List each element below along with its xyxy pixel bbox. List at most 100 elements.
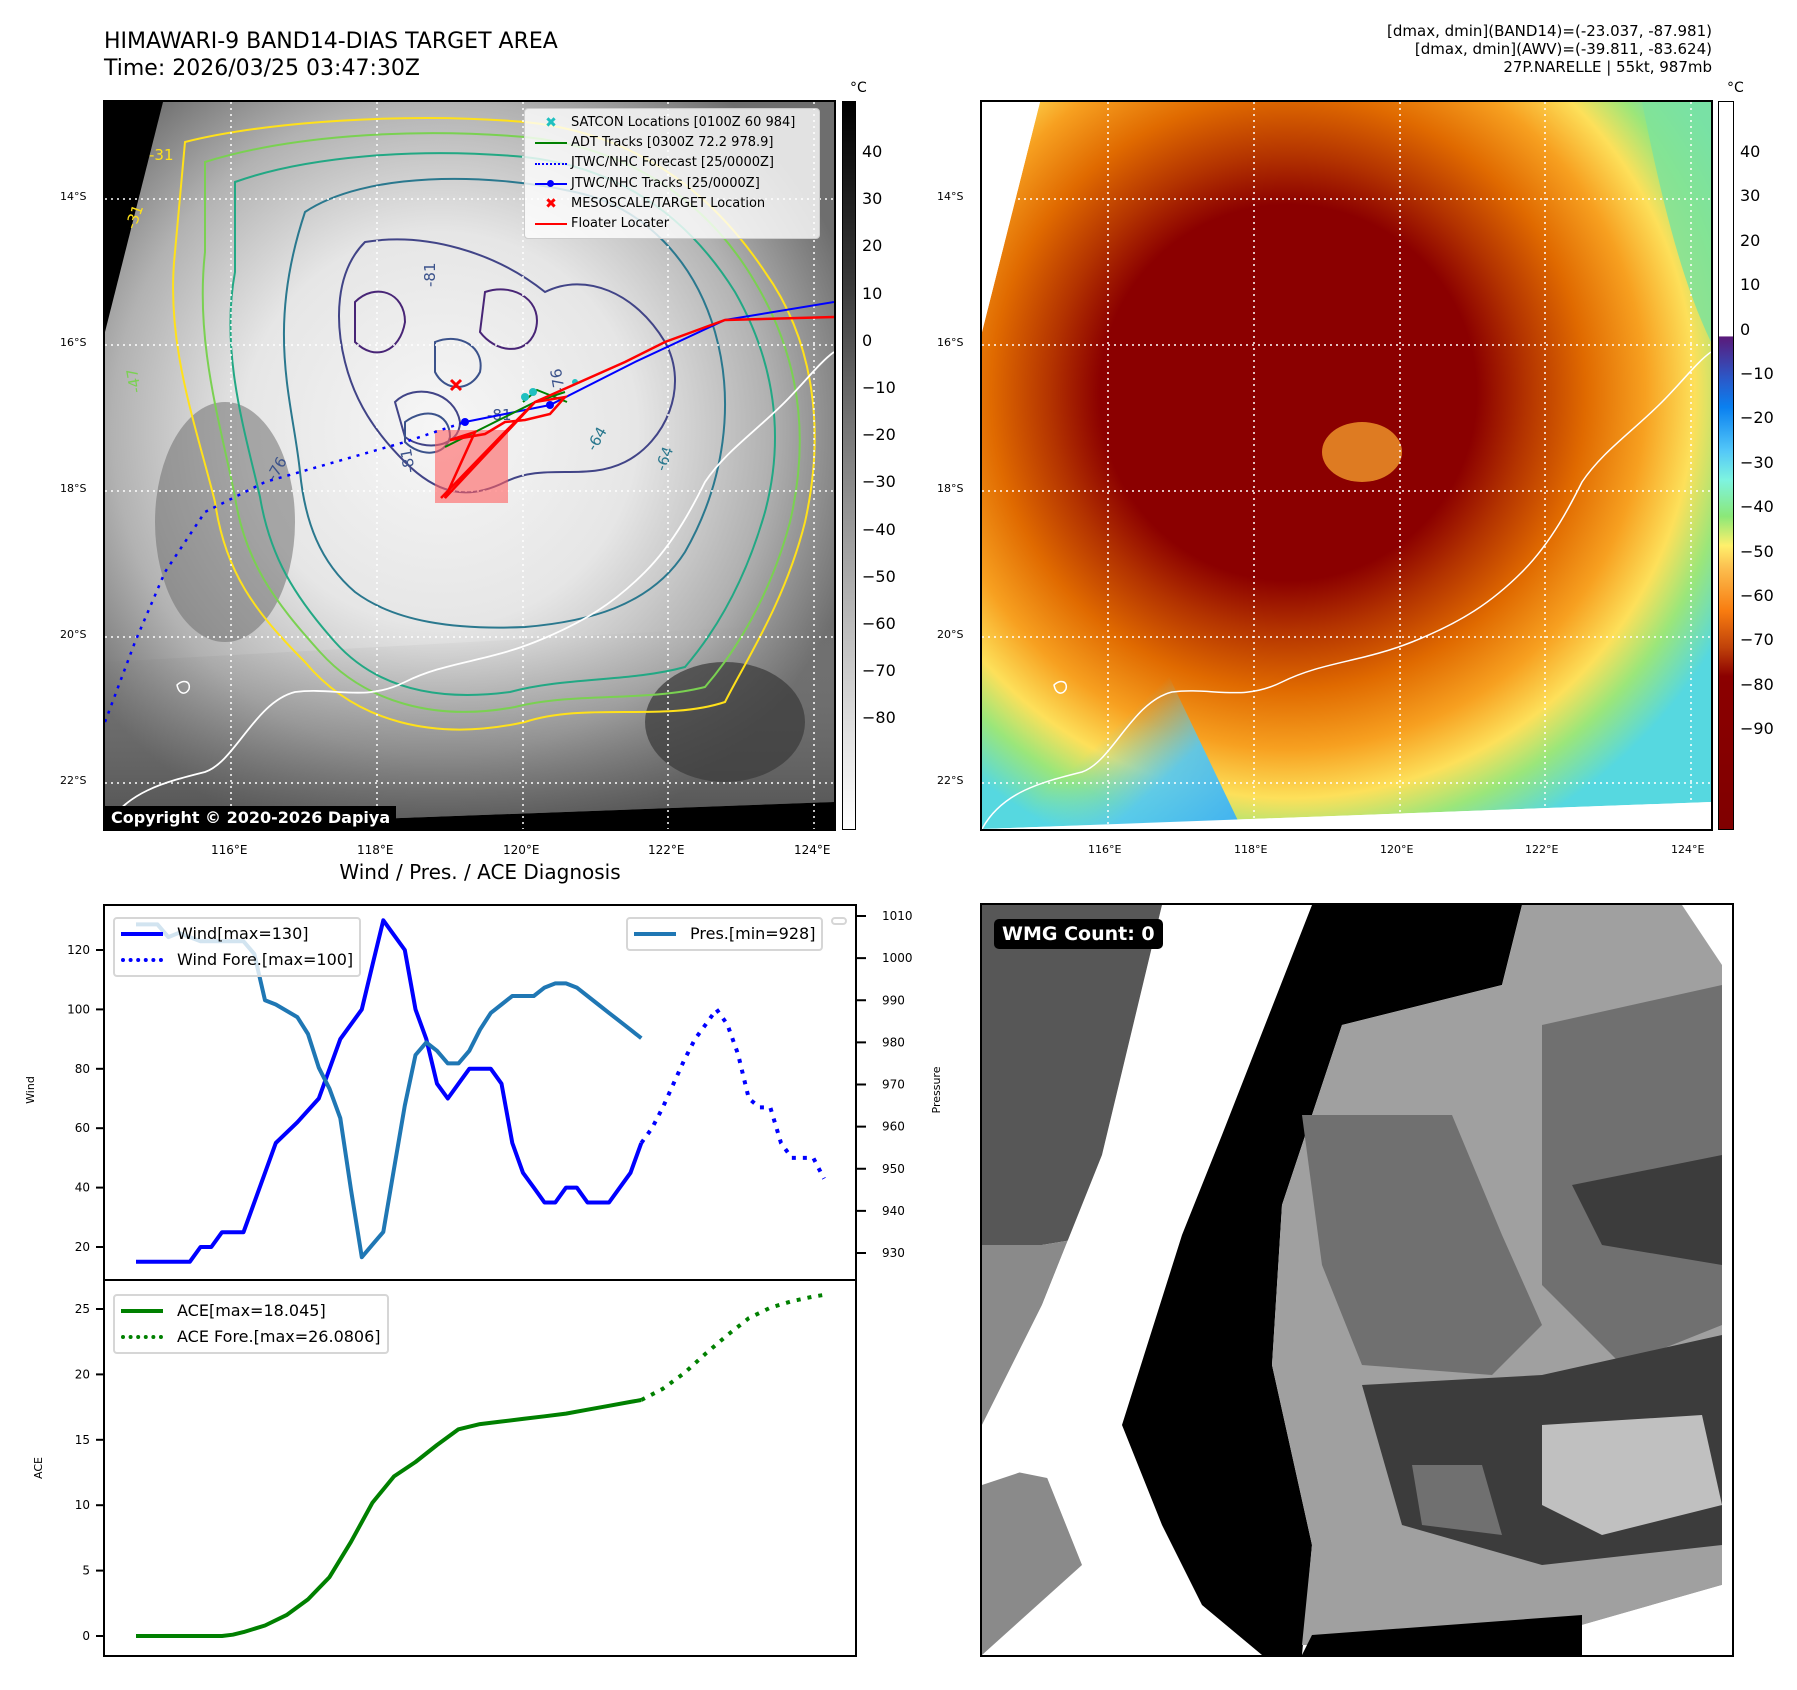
axis-tick-label: 980 — [882, 1035, 905, 1049]
legend-label: Wind[max=130] — [177, 924, 309, 943]
colorbar-tick-label: −50 — [862, 566, 896, 586]
colorbar-tick-label: −50 — [1740, 541, 1774, 561]
wind-axis-label: Wind — [24, 1076, 37, 1104]
lat-tick: 22°S — [60, 774, 87, 787]
lon-tick: 116°E — [211, 843, 248, 857]
stats-awv: [dmax, dmin](AWV)=(-39.811, -83.624) — [1414, 40, 1712, 58]
floater-locater-track[interactable] — [440, 315, 834, 499]
jtwc-forecast-track[interactable] — [105, 420, 466, 723]
wmg-panel[interactable]: WMG Count: 0 — [980, 903, 1734, 1657]
axis-tick-label: 10 — [75, 1498, 90, 1512]
dark-cloud-patch — [645, 662, 805, 782]
gridlines — [982, 102, 1711, 829]
colorbar-tick-label: −40 — [1740, 497, 1774, 517]
wmg-count-badge: WMG Count: 0 — [994, 919, 1163, 949]
contour-label: -81 — [397, 447, 419, 474]
axis-tick-label: 40 — [75, 1181, 90, 1195]
axis-tick-label: 20 — [75, 1367, 90, 1381]
jtwc-track-point[interactable] — [546, 401, 554, 409]
colorbar-tick-label: 30 — [862, 189, 883, 209]
legend-label: ACE Fore.[max=26.0806] — [177, 1327, 381, 1346]
legend-item-mesoscale[interactable]: ✖ MESOSCALE/TARGET Location — [531, 194, 813, 214]
band14-map-panel[interactable]: -31 -31 -47 -76 -81 -81 -81 -76 -64 -64 — [103, 100, 836, 831]
legend-item-jtwc-forecast[interactable]: JTWC/NHC Forecast [25/0000Z] — [531, 153, 813, 173]
axis-tick-label: 100 — [67, 1002, 90, 1016]
colorbar-tick-label: −20 — [862, 425, 896, 445]
stats-band14: [dmax, dmin](BAND14)=(-23.037, -87.981) — [1387, 22, 1712, 40]
legend-item-wind-forecast[interactable]: Wind Fore.[max=100] — [121, 947, 353, 973]
lat-tick: 18°S — [937, 482, 964, 495]
series-line-wind-fore- — [639, 1007, 826, 1180]
lat-tick: 16°S — [937, 336, 964, 349]
ace-axis-label: ACE — [32, 1457, 45, 1479]
lon-tick: 124°E — [1671, 843, 1705, 856]
legend-label: ADT Tracks [0300Z 72.2 978.9] — [571, 135, 774, 151]
line-dot-icon — [531, 179, 571, 187]
satcon-marker[interactable] — [521, 393, 529, 401]
dry-air-region — [982, 582, 1242, 829]
colorbar-tick-label: −40 — [862, 519, 896, 539]
stats-block: [dmax, dmin](BAND14)=(-23.037, -87.981) … — [1112, 22, 1712, 76]
legend-item-jtwc-tracks[interactable]: JTWC/NHC Tracks [25/0000Z] — [531, 174, 813, 194]
colorbar-tick-label: 0 — [1740, 319, 1751, 339]
eye-feature — [1322, 422, 1402, 482]
legend-label: Pres.[min=928] — [690, 924, 816, 943]
map-legend: ✖ SATCON Locations [0100Z 60 984] ADT Tr… — [524, 108, 820, 240]
grayscale-colorbar — [842, 101, 856, 830]
colorbar-tick-label: −80 — [1740, 674, 1774, 694]
axis-tick-label: 120 — [67, 943, 90, 957]
lon-tick: 124°E — [794, 843, 831, 857]
legend-label: SATCON Locations [0100Z 60 984] — [571, 115, 796, 130]
legend-item-ace-forecast[interactable]: ACE Fore.[max=26.0806] — [121, 1324, 381, 1350]
colorbar-tick-label: −60 — [862, 614, 896, 633]
legend-label: MESOSCALE/TARGET Location — [571, 195, 766, 211]
x-marker-icon: ✖ — [545, 115, 557, 131]
axis-tick-label: 20 — [75, 1240, 90, 1254]
jtwc-track[interactable] — [464, 301, 834, 423]
mesoscale-x-marker[interactable] — [449, 378, 463, 392]
solid-line-icon — [121, 1309, 163, 1313]
lat-tick: 14°S — [937, 190, 964, 203]
lat-tick: 22°S — [937, 774, 964, 787]
lon-tick: 118°E — [357, 843, 394, 857]
wmg-region-white — [982, 905, 1312, 1485]
legend-item-ace[interactable]: ACE[max=18.045] — [121, 1298, 381, 1324]
legend-item-wind[interactable]: Wind[max=130] — [121, 921, 353, 947]
dotted-line-icon — [531, 162, 571, 165]
lat-tick: 20°S — [60, 628, 87, 641]
island-outline — [176, 680, 191, 694]
axis-tick-label: 5 — [82, 1564, 90, 1578]
ace-series-group — [136, 1292, 825, 1638]
axis-tick-label: 970 — [882, 1078, 905, 1092]
title-line-2: Time: 2026/03/25 03:47:30Z — [104, 56, 420, 81]
legend-item-satcon[interactable]: ✖ SATCON Locations [0100Z 60 984] — [531, 113, 813, 133]
wmg-region-medium — [1302, 1115, 1542, 1375]
axis-tick-label: 15 — [75, 1433, 90, 1447]
jtwc-track-point[interactable] — [461, 418, 469, 426]
legend-item-floater[interactable]: Floater Locater — [531, 214, 813, 234]
colorbar-tick-label: −60 — [1740, 586, 1774, 605]
moist-edge-region — [1642, 102, 1711, 342]
wmg-region-mid — [982, 1465, 1082, 1655]
legend-label: JTWC/NHC Forecast [25/0000Z] — [571, 155, 774, 171]
axis-tick-label: 930 — [882, 1246, 905, 1260]
island-outline — [1053, 680, 1068, 694]
colorbar-tick-label: 20 — [862, 236, 883, 256]
title-line-1: HIMAWARI-9 BAND14-DIAS TARGET AREA — [104, 29, 558, 54]
series-line-ace-fore- — [640, 1292, 825, 1402]
legend-item-pressure[interactable]: Pres.[min=928] — [634, 921, 815, 947]
no-data-region — [982, 102, 1040, 332]
ace-yticks: 0 5 10 15 20 25 — [75, 1302, 104, 1643]
axis-tick-label: 1010 — [882, 909, 913, 923]
colorbar-tick-label: 30 — [1740, 186, 1761, 206]
legend-item-adt[interactable]: ADT Tracks [0300Z 72.2 978.9] — [531, 133, 813, 153]
contour-label: -47 — [123, 367, 145, 394]
awv-map-panel[interactable] — [980, 100, 1713, 831]
dotted-line-icon — [121, 1335, 163, 1339]
colorbar-tick-label: −70 — [1740, 630, 1774, 650]
satcon-marker[interactable] — [529, 388, 537, 396]
axis-tick-label: 60 — [75, 1121, 90, 1135]
band14-map-svg: -31 -31 -47 -76 -81 -81 -81 -76 -64 -64 — [105, 102, 834, 829]
diagnosis-title: Wind / Pres. / ACE Diagnosis — [339, 860, 621, 884]
